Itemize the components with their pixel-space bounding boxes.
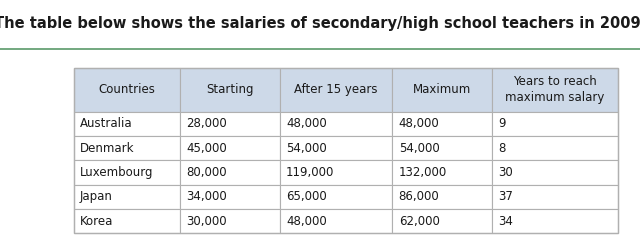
Text: The table below shows the salaries of secondary/high school teachers in 2009.: The table below shows the salaries of se… (0, 16, 640, 31)
Text: 132,000: 132,000 (399, 166, 447, 179)
Text: 65,000: 65,000 (286, 190, 327, 203)
Text: 37: 37 (499, 190, 513, 203)
Text: 34: 34 (499, 215, 513, 228)
Text: Japan: Japan (80, 190, 113, 203)
Text: 8: 8 (499, 142, 506, 155)
Text: 9: 9 (499, 117, 506, 130)
Text: 119,000: 119,000 (286, 166, 334, 179)
Text: 45,000: 45,000 (186, 142, 227, 155)
Text: 30,000: 30,000 (186, 215, 227, 228)
Text: Luxembourg: Luxembourg (80, 166, 154, 179)
Text: 30: 30 (499, 166, 513, 179)
Text: 48,000: 48,000 (286, 215, 327, 228)
Text: 28,000: 28,000 (186, 117, 227, 130)
Text: Countries: Countries (99, 83, 155, 96)
Text: Korea: Korea (80, 215, 113, 228)
Text: 80,000: 80,000 (186, 166, 227, 179)
Text: Maximum: Maximum (413, 83, 471, 96)
Text: 54,000: 54,000 (399, 142, 440, 155)
Text: After 15 years: After 15 years (294, 83, 378, 96)
Text: Starting: Starting (206, 83, 253, 96)
Text: 34,000: 34,000 (186, 190, 227, 203)
Text: Years to reach
maximum salary: Years to reach maximum salary (505, 75, 605, 104)
Text: 62,000: 62,000 (399, 215, 440, 228)
Text: 48,000: 48,000 (286, 117, 327, 130)
Text: Denmark: Denmark (80, 142, 134, 155)
Text: 54,000: 54,000 (286, 142, 327, 155)
Text: 48,000: 48,000 (399, 117, 440, 130)
Text: 86,000: 86,000 (399, 190, 440, 203)
Text: Australia: Australia (80, 117, 132, 130)
